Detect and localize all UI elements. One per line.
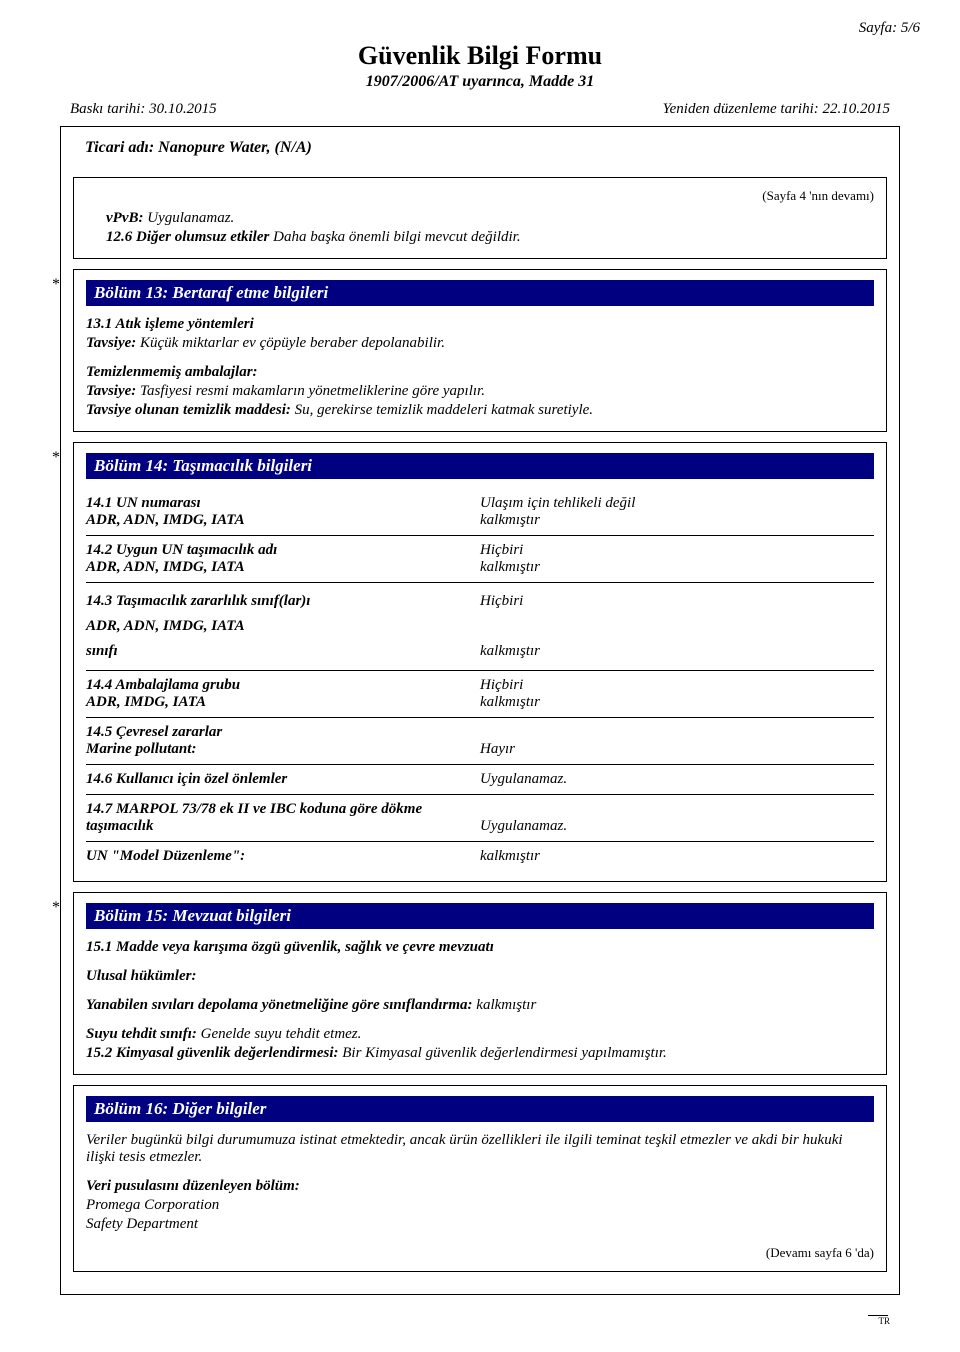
section-16-header: Bölüm 16: Diğer bilgiler [86,1096,874,1122]
continuation-to-label: (Devamı sayfa 6 'da) [86,1245,874,1261]
s15-line3: Yanabilen sıvıları depolama yönetmeliğin… [86,997,874,1014]
s13-sub2-label: Temizlenmemiş ambalajlar: [86,364,874,381]
s13-advice-value: Küçük miktarlar ev çöpüyle beraber depol… [136,335,445,351]
asterisk-icon: * [52,449,60,467]
s14-3-r1: Hiçbiri [480,593,874,610]
s14-3-label: 14.3 Taşımacılık zararlılık sınıf(lar)ı [86,593,480,610]
s15-line2: Ulusal hükümler: [86,968,874,985]
section-15-header: Bölüm 15: Mevzuat bilgileri [86,903,874,929]
s16-line1: Veriler bugünkü bilgi durumumuza istinat… [86,1132,874,1166]
s15-line5-label: 15.2 Kimyasal güvenlik değerlendirmesi: [86,1045,339,1061]
s14-2-sub: ADR, ADN, IMDG, IATA [86,559,480,576]
s14-7-sub: taşımacılık [86,818,480,835]
s14-2-label: 14.2 Uygun UN taşımacılık adı [86,542,480,559]
s13-sub2b: Tavsiye olunan temizlik maddesi: Su, ger… [86,402,874,419]
s14-3-class: sınıfı [86,643,480,660]
table-row: 14.3 Taşımacılık zararlılık sınıf(lar)ı … [86,583,874,671]
asterisk-icon: * [52,899,60,917]
table-row: 14.5 Çevresel zararlar Marine pollutant:… [86,718,874,765]
s15-line5: 15.2 Kimyasal güvenlik değerlendirmesi: … [86,1045,874,1062]
s14-8-label: UN "Model Düzenleme": [86,848,480,865]
s15-line5-value: Bir Kimyasal güvenlik değerlendirmesi ya… [339,1045,667,1061]
table-row: 14.7 MARPOL 73/78 ek II ve IBC koduna gö… [86,795,874,842]
other-effects-value: Daha başka önemli bilgi mevcut değildir. [269,229,520,245]
s13-sub1a: Tavsiye: Küçük miktarlar ev çöpüyle bera… [86,335,874,352]
s16-line2-label: Veri pusulasını düzenleyen bölüm: [86,1178,874,1195]
other-effects-line: 12.6 Diğer olumsuz etkiler Daha başka ön… [86,229,874,246]
s13-advice2-value: Tasfiyesi resmi makamların yönetmelikler… [136,383,485,399]
s14-4-sub: ADR, IMDG, IATA [86,694,480,711]
box-continuation: (Sayfa 4 'nın devamı) vPvB: Uygulanamaz.… [73,177,887,259]
other-effects-label: 12.6 Diğer olumsuz etkiler [106,229,269,245]
trade-name: Ticari adı: Nanopure Water, (N/A) [61,139,899,167]
s15-line3-value: kalkmıştır [473,997,537,1013]
revise-date: Yeniden düzenleme tarihi: 22.10.2015 [663,101,890,118]
section-15-box: * Bölüm 15: Mevzuat bilgileri 15.1 Madde… [73,892,887,1075]
vpvb-line: vPvB: Uygulanamaz. [86,210,874,227]
s14-1-sub: ADR, ADN, IMDG, IATA [86,512,480,529]
s13-sub1-label: 13.1 Atık işleme yöntemleri [86,316,874,333]
continuation-from-label: (Sayfa 4 'nın devamı) [86,188,874,204]
s14-1-r2: kalkmıştır [480,512,874,529]
s15-line4-label: Suyu tehdit sınıfı: [86,1026,197,1042]
s14-7-empty [480,801,874,818]
s15-line4-value: Genelde suyu tehdit etmez. [197,1026,362,1042]
table-row: 14.1 UN numarası ADR, ADN, IMDG, IATA Ul… [86,489,874,536]
s13-sub2a: Tavsiye: Tasfiyesi resmi makamların yöne… [86,383,874,400]
s14-4-label: 14.4 Ambalajlama grubu [86,677,480,694]
s16-line3: Promega Corporation [86,1197,874,1214]
table-row: UN "Model Düzenleme": kalkmıştır [86,842,874,871]
s14-5-empty [480,724,874,741]
asterisk-icon: * [52,276,60,294]
s14-1-label: 14.1 UN numarası [86,495,480,512]
s14-6-r1: Uygulanamaz. [480,771,874,788]
s14-3-r2: kalkmıştır [480,643,874,660]
s14-7-r2: Uygulanamaz. [480,818,874,835]
section-13-header: Bölüm 13: Bertaraf etme bilgileri [86,280,874,306]
s15-line1: 15.1 Madde veya karışıma özgü güvenlik, … [86,939,874,956]
s14-2-r2: kalkmıştır [480,559,874,576]
s16-line4: Safety Department [86,1216,874,1233]
s14-4-r2: kalkmıştır [480,694,874,711]
table-row: 14.2 Uygun UN taşımacılık adı ADR, ADN, … [86,536,874,583]
document-subtitle: 1907/2006/AT uyarınca, Madde 31 [40,73,920,91]
table-row: 14.6 Kullanıcı için özel önlemler Uygula… [86,765,874,795]
s13-advice2-label: Tavsiye: [86,383,136,399]
s14-6-label: 14.6 Kullanıcı için özel önlemler [86,771,480,788]
table-row: 14.4 Ambalajlama grubu ADR, IMDG, IATA H… [86,671,874,718]
s14-1-r1: Ulaşım için tehlikeli değil [480,495,874,512]
s14-3-mode: ADR, ADN, IMDG, IATA [86,618,480,635]
s15-line4: Suyu tehdit sınıfı: Genelde suyu tehdit … [86,1026,874,1043]
section-16-box: Bölüm 16: Diğer bilgiler Veriler bugünkü… [73,1085,887,1272]
s15-line3-label: Yanabilen sıvıları depolama yönetmeliğin… [86,997,473,1013]
section-13-box: * Bölüm 13: Bertaraf etme bilgileri 13.1… [73,269,887,432]
s13-advice-label: Tavsiye: [86,335,136,351]
print-date: Baskı tarihi: 30.10.2015 [70,101,217,118]
tr-mark: TR [40,1316,920,1326]
page-number: Sayfa: 5/6 [40,20,920,37]
s14-8-r1: kalkmıştır [480,848,874,865]
s14-2-r1: Hiçbiri [480,542,874,559]
section-14-header: Bölüm 14: Taşımacılık bilgileri [86,453,874,479]
section-14-box: * Bölüm 14: Taşımacılık bilgileri 14.1 U… [73,442,887,882]
document-title: Güvenlik Bilgi Formu [40,41,920,71]
s13-clean-value: Su, gerekirse temizlik maddeleri katmak … [291,402,593,418]
s13-clean-label: Tavsiye olunan temizlik maddesi: [86,402,291,418]
s14-5-sub: Marine pollutant: [86,741,480,758]
meta-row: Baskı tarihi: 30.10.2015 Yeniden düzenle… [40,101,920,118]
s14-5-r2: Hayır [480,741,874,758]
s14-5-label: 14.5 Çevresel zararlar [86,724,480,741]
vpvb-value: Uygulanamaz. [143,210,234,226]
outer-box: Ticari adı: Nanopure Water, (N/A) (Sayfa… [60,126,900,1295]
s14-7-label: 14.7 MARPOL 73/78 ek II ve IBC koduna gö… [86,801,480,818]
s14-4-r1: Hiçbiri [480,677,874,694]
vpvb-label: vPvB: [106,210,143,226]
